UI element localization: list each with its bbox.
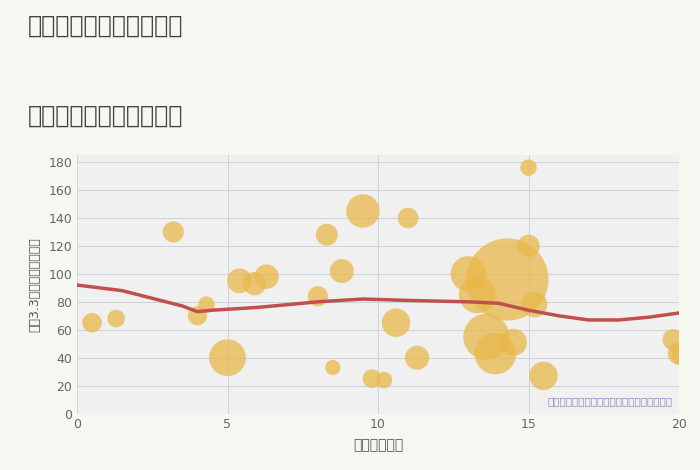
Point xyxy=(523,164,534,172)
Point xyxy=(508,338,519,346)
Point xyxy=(402,214,414,222)
Point xyxy=(676,351,687,359)
Point xyxy=(538,372,549,380)
Text: 大阪府堺市堺区協和町の: 大阪府堺市堺区協和町の xyxy=(28,14,183,38)
Point xyxy=(472,291,483,298)
Point xyxy=(667,336,678,343)
Point xyxy=(412,354,423,361)
Point xyxy=(490,350,501,357)
Point xyxy=(463,270,474,278)
Point xyxy=(87,319,98,327)
Point xyxy=(168,228,179,236)
Y-axis label: 坪（3.3㎡）単価（万円）: 坪（3.3㎡）単価（万円） xyxy=(28,237,41,332)
Point xyxy=(328,364,339,371)
Point xyxy=(321,231,332,238)
Point xyxy=(261,273,272,281)
Point xyxy=(481,333,492,340)
Point xyxy=(312,292,323,300)
Point xyxy=(502,276,513,283)
Point xyxy=(379,376,390,384)
Text: 駅距離別中古戸建て価格: 駅距離別中古戸建て価格 xyxy=(28,103,183,127)
Point xyxy=(249,280,260,288)
Point xyxy=(357,207,368,215)
Point xyxy=(366,375,377,383)
Point xyxy=(192,312,203,320)
Point xyxy=(336,267,347,275)
Point xyxy=(111,315,122,322)
Point xyxy=(391,319,402,327)
Point xyxy=(222,354,233,361)
Point xyxy=(673,350,685,357)
Point xyxy=(234,277,245,285)
Text: 円の大きさは、取引のあった物件面積を示す: 円の大きさは、取引のあった物件面積を示す xyxy=(548,396,673,406)
X-axis label: 駅距離（分）: 駅距離（分） xyxy=(353,439,403,453)
Point xyxy=(529,301,540,308)
Point xyxy=(523,242,534,250)
Point xyxy=(201,301,212,308)
